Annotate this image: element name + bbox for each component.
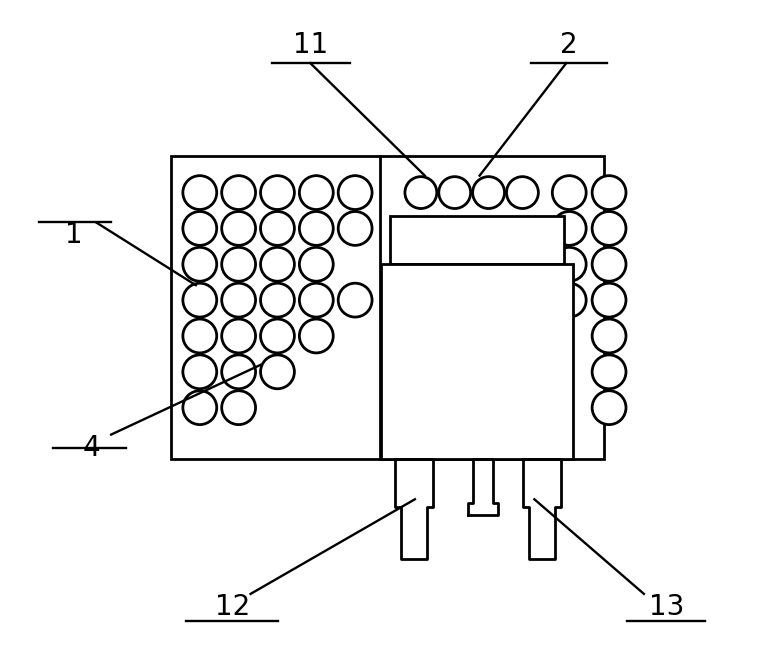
Circle shape [592, 391, 626, 424]
Circle shape [261, 283, 294, 317]
Circle shape [592, 176, 626, 209]
Circle shape [183, 319, 217, 353]
Text: 1: 1 [64, 221, 82, 249]
Circle shape [592, 319, 626, 353]
Circle shape [183, 391, 217, 424]
Circle shape [183, 176, 217, 209]
Circle shape [261, 176, 294, 209]
Circle shape [222, 211, 255, 246]
Circle shape [183, 248, 217, 281]
Circle shape [300, 283, 333, 317]
Circle shape [338, 176, 372, 209]
Text: 11: 11 [293, 31, 328, 59]
Circle shape [261, 211, 294, 246]
Circle shape [553, 283, 586, 317]
Circle shape [507, 177, 539, 209]
Circle shape [183, 211, 217, 246]
Text: 12: 12 [215, 593, 251, 621]
Circle shape [222, 355, 255, 389]
Circle shape [473, 177, 504, 209]
Bar [390, 216, 564, 264]
Circle shape [222, 283, 255, 317]
Circle shape [300, 211, 333, 246]
Bar [381, 264, 573, 459]
Circle shape [438, 177, 471, 209]
Text: 4: 4 [82, 434, 100, 461]
Circle shape [222, 319, 255, 353]
Circle shape [553, 211, 586, 246]
Circle shape [592, 211, 626, 246]
Circle shape [338, 211, 372, 246]
Circle shape [592, 283, 626, 317]
Circle shape [592, 355, 626, 389]
Circle shape [405, 177, 437, 209]
Circle shape [592, 248, 626, 281]
Circle shape [338, 283, 372, 317]
Circle shape [183, 283, 217, 317]
Circle shape [553, 176, 586, 209]
Circle shape [222, 248, 255, 281]
Circle shape [222, 391, 255, 424]
Circle shape [261, 248, 294, 281]
Circle shape [261, 319, 294, 353]
Circle shape [300, 319, 333, 353]
Circle shape [300, 248, 333, 281]
Circle shape [222, 176, 255, 209]
Circle shape [261, 355, 294, 389]
Circle shape [553, 248, 586, 281]
Circle shape [300, 176, 333, 209]
Text: 13: 13 [650, 593, 684, 621]
Bar [171, 156, 604, 459]
Text: 2: 2 [560, 31, 578, 59]
Circle shape [183, 355, 217, 389]
